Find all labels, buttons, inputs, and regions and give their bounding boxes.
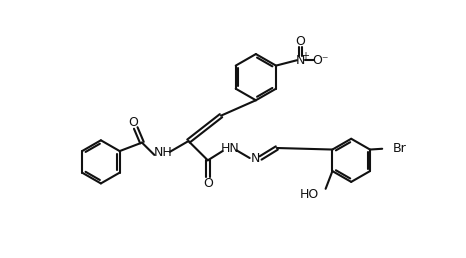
Text: O: O — [295, 35, 305, 48]
Text: O: O — [129, 116, 138, 129]
Text: HO: HO — [300, 189, 319, 201]
Text: NH: NH — [153, 146, 172, 159]
Text: N: N — [251, 151, 260, 165]
Text: N: N — [295, 54, 305, 67]
Text: O⁻: O⁻ — [312, 54, 329, 67]
Text: +: + — [301, 51, 308, 61]
Text: HN: HN — [221, 142, 240, 155]
Text: O: O — [203, 177, 213, 190]
Text: Br: Br — [393, 142, 407, 155]
